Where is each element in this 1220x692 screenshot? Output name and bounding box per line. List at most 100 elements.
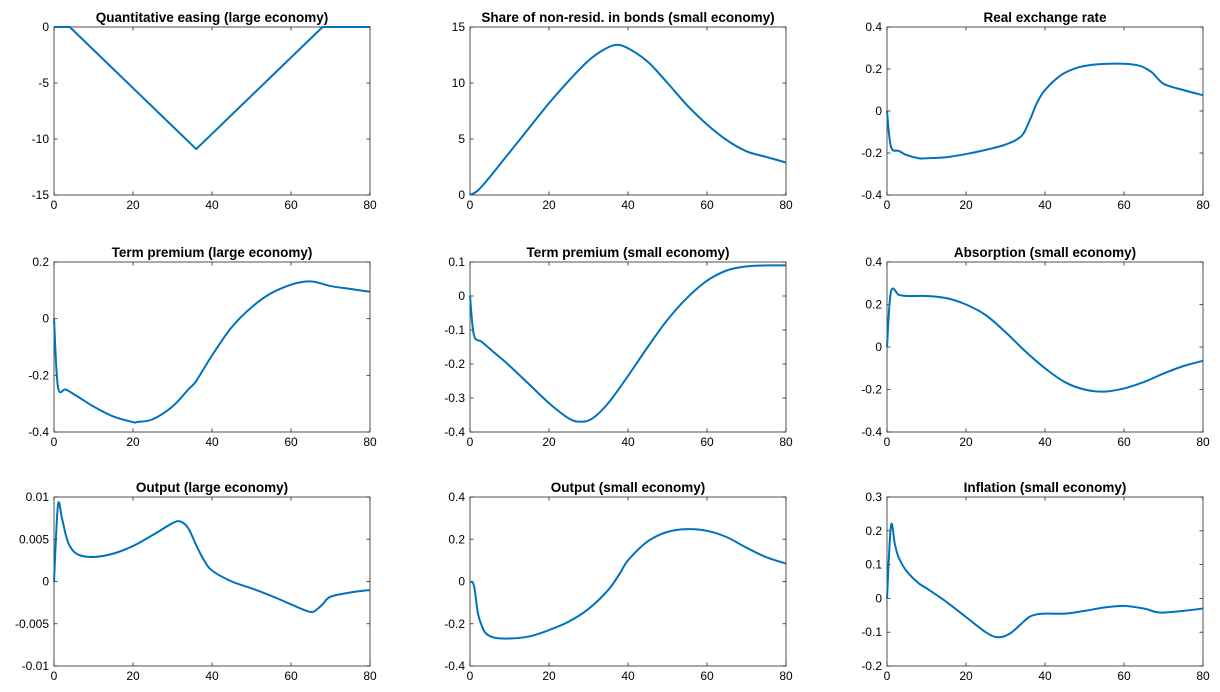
y-tick-label: -0.4	[444, 425, 465, 439]
y-tick-label: -0.2	[444, 357, 465, 371]
y-tick-label: 0.4	[448, 490, 465, 504]
y-tick-label: 0.3	[865, 490, 882, 504]
x-tick-label: 60	[700, 198, 714, 212]
y-tick-label: -0.01	[22, 659, 50, 673]
subplot-title: Real exchange rate	[983, 10, 1107, 25]
y-tick-label: 0.1	[865, 558, 882, 572]
y-tick-label: -0.4	[861, 425, 882, 439]
series-line	[469, 528, 787, 640]
subplot-1: Quantitative easing (large economy) 0 20 40…	[32, 10, 377, 212]
x-tick-label: 80	[1196, 198, 1210, 212]
x-tick-label: 60	[1117, 669, 1131, 683]
y-tick-label: -0.005	[15, 617, 49, 631]
x-tick-label: 0	[884, 435, 891, 449]
subplot-8: Output (small economy) 0 20 40 60 80 -0.4 -0.2 0…	[444, 480, 793, 683]
axes-box	[886, 496, 1204, 667]
y-tick-label: -0.4	[861, 188, 882, 202]
y-tick-label: -0.2	[444, 617, 465, 631]
subplot-title: Share of non-resid. in bonds (small econ…	[481, 10, 774, 25]
axes-box	[469, 261, 787, 433]
axes-box	[53, 26, 371, 196]
x-tick-label: 80	[1196, 435, 1210, 449]
y-tick-label: -10	[32, 132, 50, 146]
subplot-title: Quantitative easing (large economy)	[96, 10, 329, 25]
axes-box	[886, 26, 1204, 196]
y-tick-label: 0.2	[865, 524, 882, 538]
x-tick-label: 0	[51, 435, 58, 449]
y-tick-label: 0.2	[32, 255, 49, 269]
subplot-2: Share of non-resid. in bonds (small econ…	[452, 10, 793, 212]
x-tick-label: 80	[363, 435, 377, 449]
axes-box	[469, 26, 787, 196]
y-tick-label: -15	[32, 188, 50, 202]
x-tick-label: 20	[126, 435, 140, 449]
y-tick-label: 0	[458, 188, 465, 202]
x-tick-label: 60	[1117, 198, 1131, 212]
y-tick-label: 0	[875, 591, 882, 605]
y-tick-label: 0.1	[448, 255, 465, 269]
y-tick-label: -0.2	[861, 659, 882, 673]
series-line	[469, 264, 787, 423]
series-line	[53, 501, 371, 614]
x-tick-label: 80	[1196, 669, 1210, 683]
y-tick-label: -0.2	[861, 383, 882, 397]
x-tick-label: 60	[700, 435, 714, 449]
y-tick-label: 0.005	[19, 532, 49, 546]
subplot-title: Output (small economy)	[551, 480, 706, 495]
x-tick-label: 80	[363, 198, 377, 212]
x-tick-label: 20	[126, 669, 140, 683]
subplot-title: Inflation (small economy)	[964, 480, 1127, 495]
y-tick-label: -5	[38, 76, 49, 90]
x-tick-label: 20	[542, 669, 556, 683]
x-tick-label: 60	[284, 198, 298, 212]
y-tick-label: -0.2	[28, 368, 49, 382]
axes-box	[469, 496, 787, 667]
x-tick-label: 40	[205, 435, 219, 449]
x-tick-label: 20	[959, 198, 973, 212]
x-tick-label: 0	[884, 669, 891, 683]
y-tick-label: 0.2	[448, 532, 465, 546]
y-tick-label: 0.2	[865, 62, 882, 76]
x-tick-label: 0	[51, 669, 58, 683]
series-line	[886, 522, 1204, 639]
y-tick-label: 0.01	[26, 490, 50, 504]
y-tick-label: -0.4	[28, 425, 49, 439]
x-tick-label: 80	[779, 198, 793, 212]
subplot-3: Real exchange rate 0 20 40 60 80 -0.4 -0.2 0 0.2 0…	[861, 10, 1210, 212]
x-tick-label: 40	[1038, 669, 1052, 683]
x-tick-label: 0	[51, 198, 58, 212]
x-tick-label: 40	[621, 669, 635, 683]
y-tick-label: 0	[42, 20, 49, 34]
y-tick-label: -0.2	[861, 146, 882, 160]
axes-box	[886, 261, 1204, 433]
subplot-7: Output (large economy) 0 20 40 60 80 -0.01 -0.0…	[15, 480, 377, 683]
x-tick-label: 0	[467, 435, 474, 449]
x-tick-label: 40	[205, 669, 219, 683]
x-tick-label: 20	[959, 669, 973, 683]
series-line	[469, 43, 787, 196]
subplot-9: Inflation (small economy) 0 20 40 60 80 -0.2 -0…	[861, 480, 1210, 683]
x-tick-label: 60	[700, 669, 714, 683]
y-tick-label: -0.4	[444, 659, 465, 673]
x-tick-label: 40	[205, 198, 219, 212]
x-tick-label: 40	[1038, 435, 1052, 449]
x-tick-label: 20	[126, 198, 140, 212]
axes-box	[53, 261, 371, 433]
y-tick-label: 0.4	[865, 255, 882, 269]
y-tick-label: 5	[458, 132, 465, 146]
subplot-title: Absorption (small economy)	[954, 245, 1136, 260]
y-tick-label: -0.3	[444, 391, 465, 405]
y-tick-label: -0.1	[861, 625, 882, 639]
y-tick-label: -0.1	[444, 323, 465, 337]
subplot-title: Term premium (small economy)	[526, 245, 729, 260]
x-tick-label: 80	[779, 435, 793, 449]
series-line	[886, 62, 1204, 160]
y-tick-label: 15	[452, 20, 466, 34]
axes-box	[53, 496, 371, 667]
x-tick-label: 20	[959, 435, 973, 449]
series-line	[53, 280, 371, 424]
y-tick-label: 0	[458, 289, 465, 303]
y-tick-label: 0	[875, 340, 882, 354]
y-tick-label: 10	[452, 76, 466, 90]
